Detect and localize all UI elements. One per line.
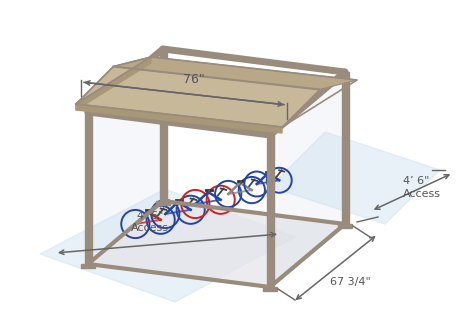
Bar [342, 72, 349, 224]
Text: 76": 76" [183, 72, 205, 86]
Text: 4’ 6"
Access: 4’ 6" Access [403, 176, 441, 199]
Polygon shape [76, 57, 151, 110]
Bar [338, 224, 352, 228]
Polygon shape [88, 49, 163, 264]
Polygon shape [113, 57, 357, 90]
Polygon shape [40, 189, 295, 302]
Bar [85, 112, 92, 264]
Bar [160, 49, 167, 201]
Bar [156, 201, 170, 205]
Polygon shape [76, 104, 282, 133]
Bar [81, 264, 95, 268]
Polygon shape [88, 201, 345, 287]
Bar [267, 135, 274, 287]
Polygon shape [270, 72, 345, 287]
Polygon shape [76, 57, 151, 104]
Polygon shape [76, 66, 319, 127]
Polygon shape [270, 132, 440, 224]
Text: 4’ 6"
Access: 4’ 6" Access [131, 211, 169, 233]
Text: 67 3/4": 67 3/4" [330, 278, 371, 288]
Bar [263, 287, 277, 291]
